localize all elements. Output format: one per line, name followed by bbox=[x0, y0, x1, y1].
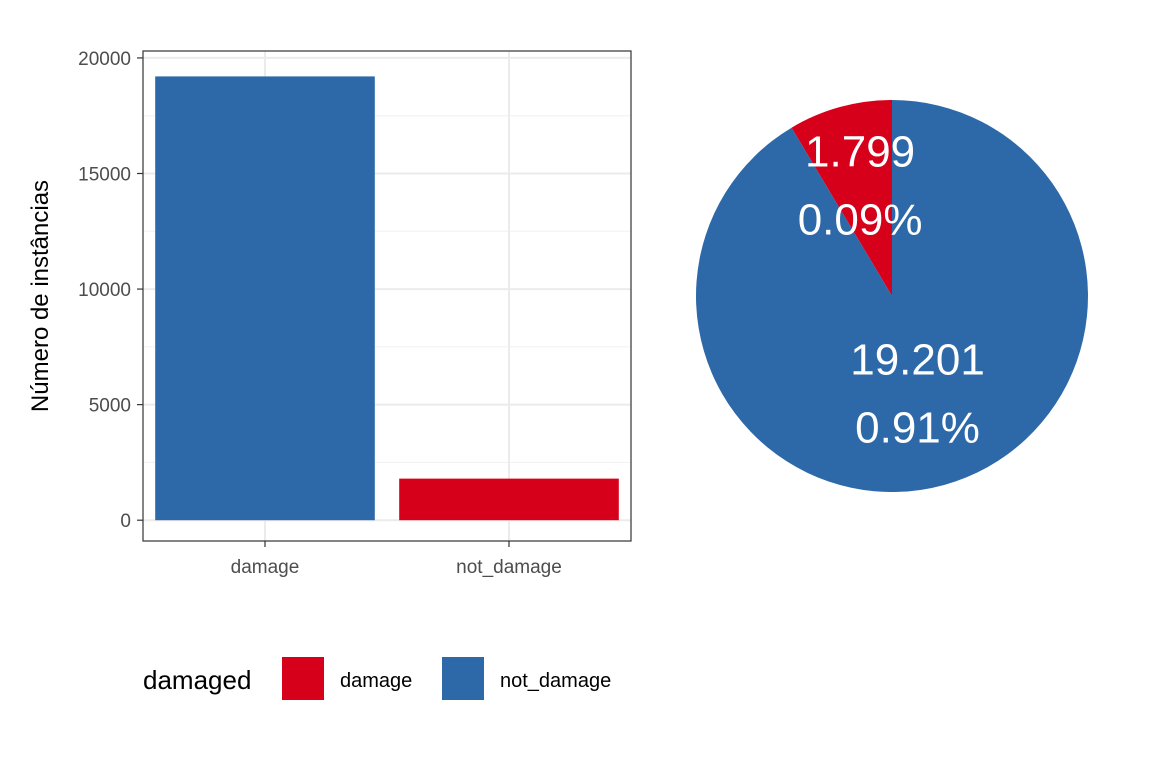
legend-label: damage bbox=[340, 670, 412, 692]
x-tick-label: not_damage bbox=[456, 557, 562, 578]
y-tick-label: 5000 bbox=[89, 396, 131, 417]
bar-marks bbox=[155, 76, 619, 521]
y-axis-title: Número de instâncias bbox=[27, 180, 54, 412]
y-tick-label: 0 bbox=[120, 511, 131, 532]
pie-percent-label: 0.91% bbox=[855, 404, 980, 453]
bar-axes: 0 5000 10000 15000 20000 damage not_damage bbox=[78, 49, 562, 578]
legend-key-damage bbox=[282, 657, 324, 700]
bar-plot-border bbox=[142, 50, 632, 542]
pie-slice-damage bbox=[791, 100, 892, 296]
legend-label: not_damage bbox=[500, 670, 611, 692]
bar-not_damage bbox=[399, 478, 619, 521]
pie-slice-not_damage bbox=[695, 100, 1088, 493]
pie-count-label: 1.799 bbox=[805, 127, 915, 176]
y-tick-label: 20000 bbox=[78, 49, 131, 70]
pie-count-label: 19.201 bbox=[850, 336, 985, 385]
pie-percent-label: 0.09% bbox=[798, 195, 923, 244]
bar-damage bbox=[155, 76, 375, 521]
y-tick-label: 10000 bbox=[78, 280, 131, 301]
y-tick-label: 15000 bbox=[78, 165, 131, 186]
bar-chart-panel: 0 5000 10000 15000 20000 damage not_damage Núm… bbox=[27, 49, 632, 578]
pie-chart-panel: 1.799 0.09% 19.201 0.91% bbox=[695, 100, 1088, 493]
x-tick-label: damage bbox=[231, 557, 300, 578]
legend-title: damaged bbox=[143, 665, 251, 695]
legend: damaged damage not_damage bbox=[143, 657, 611, 700]
legend-key-not_damage bbox=[442, 657, 484, 700]
